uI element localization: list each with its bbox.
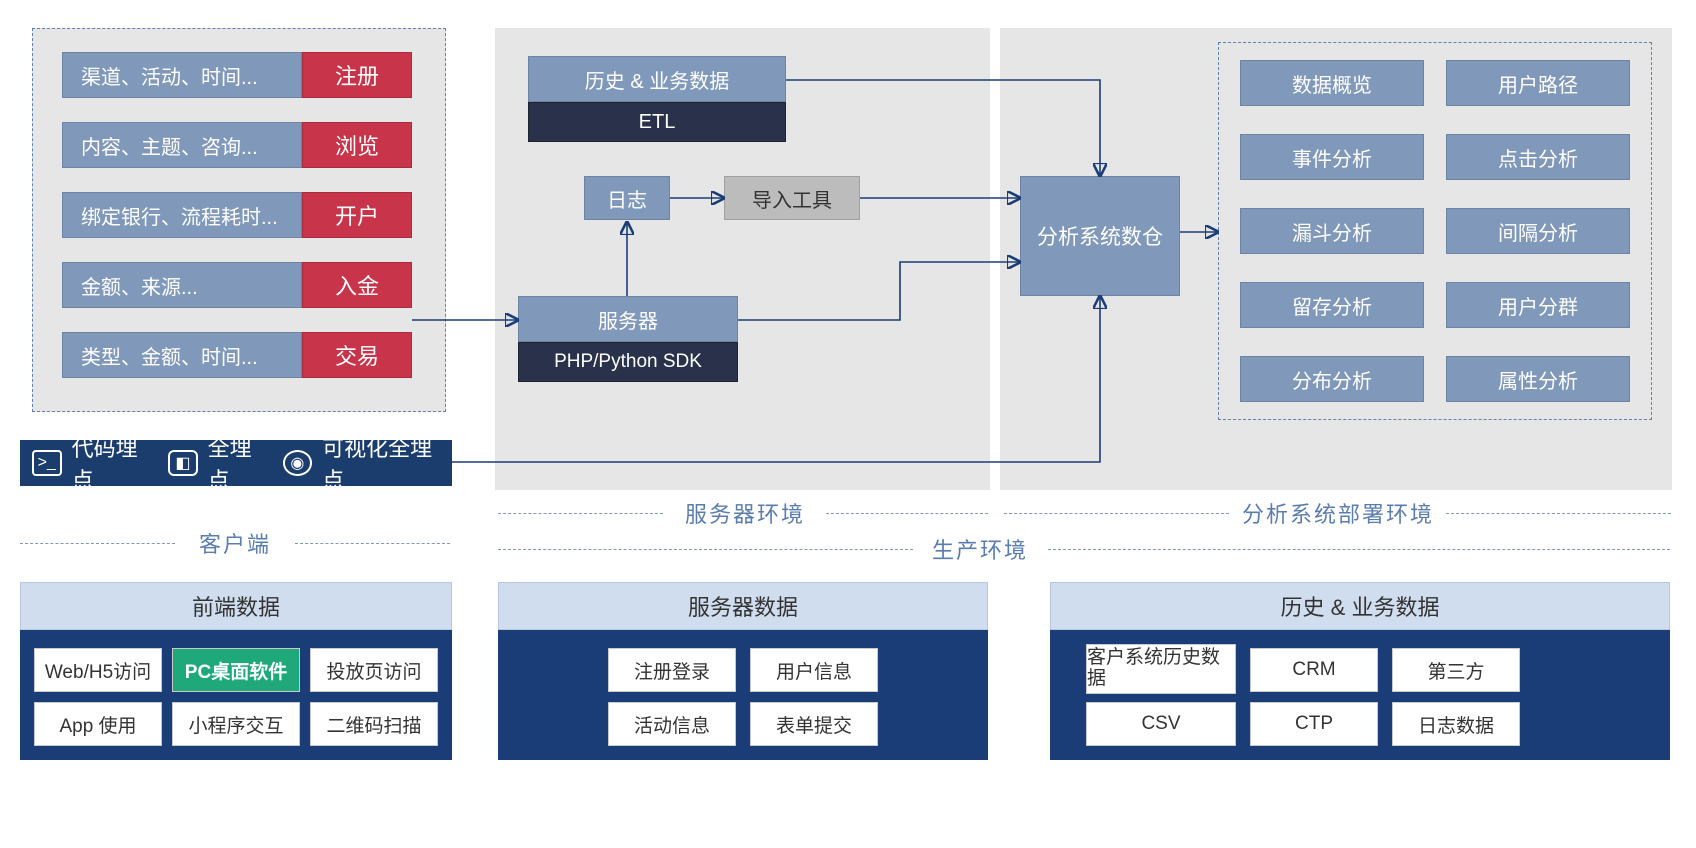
eye-icon: ◉ [283, 450, 313, 476]
rule [1048, 549, 1670, 550]
rule [498, 549, 913, 550]
server-table-body: 注册登录 用户信息 活动信息 表单提交 [498, 630, 988, 760]
table-cell: 日志数据 [1392, 702, 1520, 746]
client-row-desc: 渠道、活动、时间... [62, 52, 302, 98]
sdk-box: PHP/Python SDK [518, 342, 738, 382]
client-row: 类型、金额、时间... 交易 [62, 332, 412, 378]
client-row: 渠道、活动、时间... 注册 [62, 52, 412, 98]
table-cell: 注册登录 [608, 648, 736, 692]
table-cell: 用户信息 [750, 648, 878, 692]
client-row-action: 注册 [302, 52, 412, 98]
frontend-table: 前端数据 Web/H5访问 PC桌面软件 投放页访问 App 使用 小程序交互 … [20, 582, 452, 760]
server-env-label: 服务器环境 [670, 498, 820, 528]
import-tool-box: 导入工具 [724, 176, 860, 220]
client-section-label: 客户端 [185, 528, 285, 558]
etl-box: ETL [528, 102, 786, 142]
client-row-action: 开户 [302, 192, 412, 238]
server-table: 服务器数据 注册登录 用户信息 活动信息 表单提交 [498, 582, 988, 760]
history-table: 历史 & 业务数据 客户系统历史数据 CRM 第三方 CSV CTP 日志数据 [1050, 582, 1670, 760]
rule [498, 513, 663, 514]
client-row: 金额、来源... 入金 [62, 262, 412, 308]
analysis-warehouse: 分析系统数仓 [1020, 176, 1180, 296]
analysis-item: 事件分析 [1240, 134, 1424, 180]
rule [295, 543, 450, 544]
tracking-full-label: 全埋点 [208, 431, 273, 495]
rule [826, 513, 988, 514]
analysis-item: 数据概览 [1240, 60, 1424, 106]
tracking-code-label: 代码埋点 [72, 431, 159, 495]
history-table-title: 历史 & 业务数据 [1050, 582, 1670, 630]
server-box: 服务器 [518, 296, 738, 342]
analysis-item: 属性分析 [1446, 356, 1630, 402]
client-row-desc: 类型、金额、时间... [62, 332, 302, 378]
server-table-title: 服务器数据 [498, 582, 988, 630]
deploy-env-label: 分析系统部署环境 [1238, 498, 1438, 528]
history-data-box: 历史 & 业务数据 [528, 56, 786, 102]
table-cell: 小程序交互 [172, 702, 300, 746]
history-table-body: 客户系统历史数据 CRM 第三方 CSV CTP 日志数据 [1050, 630, 1670, 760]
table-cell: App 使用 [34, 702, 162, 746]
table-cell-highlight: PC桌面软件 [172, 648, 300, 692]
layers-icon: ◧ [168, 450, 198, 476]
table-cell: 客户系统历史数据 [1086, 644, 1236, 694]
table-cell: CSV [1086, 702, 1236, 746]
log-box: 日志 [584, 176, 670, 220]
analysis-item: 漏斗分析 [1240, 208, 1424, 254]
frontend-table-title: 前端数据 [20, 582, 452, 630]
client-row-action: 浏览 [302, 122, 412, 168]
code-icon: >_ [32, 450, 62, 476]
table-cell: 投放页访问 [310, 648, 438, 692]
analysis-item: 间隔分析 [1446, 208, 1630, 254]
analysis-item: 用户分群 [1446, 282, 1630, 328]
analysis-item: 分布分析 [1240, 356, 1424, 402]
rule [1446, 513, 1671, 514]
client-row: 绑定银行、流程耗时... 开户 [62, 192, 412, 238]
client-row-action: 入金 [302, 262, 412, 308]
table-cell: 二维码扫描 [310, 702, 438, 746]
rule [20, 543, 175, 544]
analysis-item: 点击分析 [1446, 134, 1630, 180]
tracking-visual-label: 可视化全埋点 [322, 431, 452, 495]
table-cell: 活动信息 [608, 702, 736, 746]
rule [1004, 513, 1229, 514]
client-row-action: 交易 [302, 332, 412, 378]
frontend-table-body: Web/H5访问 PC桌面软件 投放页访问 App 使用 小程序交互 二维码扫描 [20, 630, 452, 760]
analysis-item: 用户路径 [1446, 60, 1630, 106]
client-row-desc: 内容、主题、咨询... [62, 122, 302, 168]
client-row-desc: 绑定银行、流程耗时... [62, 192, 302, 238]
table-cell: 表单提交 [750, 702, 878, 746]
table-cell: 第三方 [1392, 648, 1520, 692]
table-cell: Web/H5访问 [34, 648, 162, 692]
client-row: 内容、主题、咨询... 浏览 [62, 122, 412, 168]
prod-env-label: 生产环境 [920, 534, 1040, 564]
client-row-desc: 金额、来源... [62, 262, 302, 308]
analysis-item: 留存分析 [1240, 282, 1424, 328]
tracking-bar: >_ 代码埋点 ◧ 全埋点 ◉ 可视化全埋点 [20, 440, 452, 486]
table-cell: CTP [1250, 702, 1378, 746]
table-cell: CRM [1250, 648, 1378, 692]
